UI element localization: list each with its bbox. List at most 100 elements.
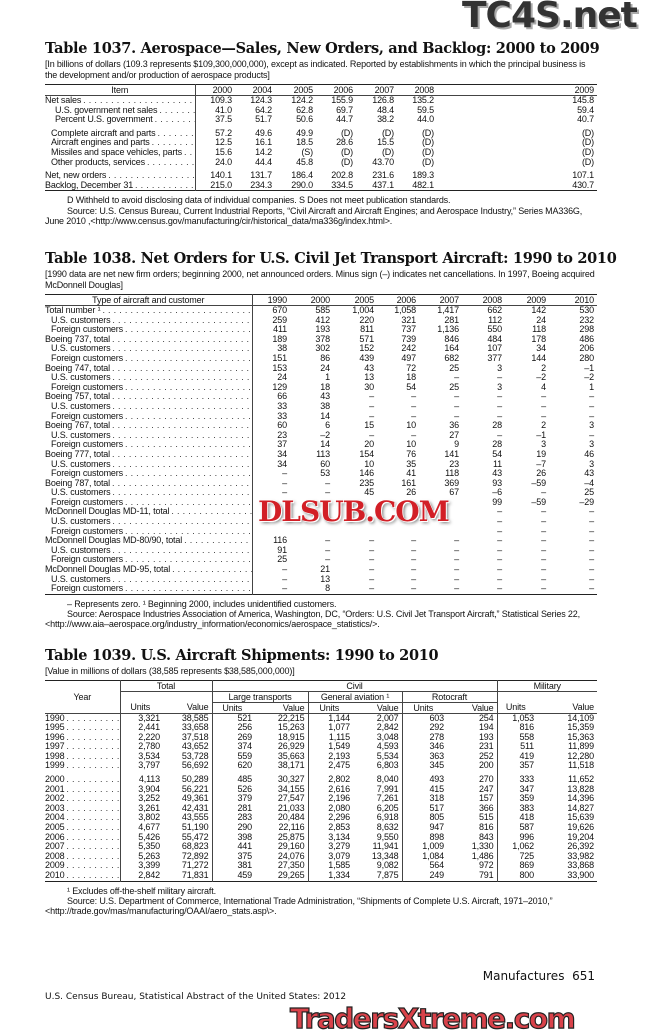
cell-value: 29,160 <box>255 842 309 852</box>
row-year: 2005 <box>45 823 121 833</box>
label-wrap: U.S. customers <box>45 517 251 527</box>
cell-value: 41.0 <box>215 105 232 115</box>
row-label-text: Foreign customers <box>51 411 123 421</box>
row-label: Foreign customers <box>45 469 253 479</box>
cell-value: 26,929 <box>255 742 309 752</box>
label-wrap: Boeing 747, total <box>45 364 251 374</box>
row-label: Boeing 757, total <box>45 392 253 402</box>
row-label: U.S. customers <box>45 344 253 354</box>
cell-value: (D) <box>581 128 594 138</box>
cell-value: – <box>541 526 546 536</box>
label-wrap: Net sales <box>45 96 194 106</box>
cell-value: 43,652 <box>163 742 213 752</box>
row-label-text: McDonnell Douglas MD-95, total <box>45 565 171 575</box>
cell-value: – <box>454 373 459 383</box>
row-year-text: 1997 <box>45 742 65 752</box>
cell-value: – <box>411 545 416 555</box>
cell-value: 34,155 <box>255 784 309 795</box>
row-label: Backlog, December 31 <box>45 180 196 191</box>
dot-leader <box>125 555 251 565</box>
cell-value: 2,296 <box>328 813 351 823</box>
watermark-middle-logo: DLSUB.COM <box>258 495 450 528</box>
cell-value: 526 <box>237 784 253 794</box>
row-label-text: Boeing 757, total <box>45 392 111 402</box>
cell-value: 270 <box>447 775 498 785</box>
header-blank <box>120 691 213 702</box>
cell-value: – <box>325 545 330 555</box>
cell-value: 10 <box>406 440 416 450</box>
cell-value: 14,109 <box>567 713 595 723</box>
cell-value: 38,585 <box>163 713 213 724</box>
row-label: McDonnell Douglas MD-95, total <box>45 565 253 575</box>
cell-value: 247 <box>447 784 498 795</box>
row-label: U.S. customers <box>45 315 253 326</box>
dot-leader <box>66 842 119 852</box>
cell-value: 439 <box>359 353 374 363</box>
table-1037-footnote: D Withheld to avoid disclosing data of i… <box>67 195 451 206</box>
cell-value: 3,252 <box>138 794 160 804</box>
dot-leader <box>112 460 251 470</box>
dot-leader <box>66 714 119 724</box>
table-1037-source: Source: U.S. Census Bureau, Current Indu… <box>45 205 583 226</box>
cell-value: 662 <box>487 305 502 315</box>
cell-value: – <box>411 430 416 440</box>
cell-value: 587 <box>519 823 535 833</box>
cell-value: 142 <box>531 305 546 315</box>
cell-value: – <box>589 536 594 546</box>
cell-value: 33 <box>277 401 287 411</box>
cell-value: 375 <box>237 851 253 861</box>
table-row: Backlog, December 31 215.0 234.3 290.0 334.5… <box>45 180 597 191</box>
cell-value: 269 <box>237 732 253 742</box>
cell-value: 157 <box>447 794 498 804</box>
cell-value: – <box>369 584 374 594</box>
header-units: Units <box>130 702 151 713</box>
cell-value: 459 <box>237 871 253 880</box>
row-year-text: 2009 <box>45 861 65 871</box>
header-value: Value <box>255 702 309 713</box>
row-label-text: Backlog, December 31 <box>45 180 134 190</box>
table-row: Foreign customers 411 193 811 737 1,136 550 118… <box>45 325 597 335</box>
cell-value: 493 <box>429 775 445 785</box>
dot-leader <box>66 804 119 814</box>
row-year-text: 2004 <box>45 813 65 823</box>
cell-value: 1,058 <box>394 305 416 315</box>
cell-value: – <box>369 392 374 402</box>
dot-leader <box>125 440 251 450</box>
row-label-text: Foreign customers <box>51 353 123 363</box>
cell-value: 11,652 <box>568 775 595 785</box>
cell-value: 54 <box>406 382 416 392</box>
cell-value: – <box>497 545 502 555</box>
row-label: U.S. customers <box>45 488 253 498</box>
cell-value: 4 <box>541 382 546 392</box>
row-label: U.S. customers <box>45 373 253 383</box>
label-wrap: McDonnell Douglas MD-95, total <box>45 565 251 575</box>
row-label: Foreign customers <box>45 497 253 508</box>
cell-value: 3,079 <box>328 851 351 861</box>
cell-value: 2,842 <box>353 723 403 733</box>
cell-value: 53 <box>320 469 330 479</box>
cell-value: 13,828 <box>567 784 595 794</box>
cell-value: 437.1 <box>372 180 394 190</box>
cell-value: 25,875 <box>255 832 309 843</box>
header-rotocraft: Rotocraft <box>402 691 498 703</box>
cell-value: 8,632 <box>353 823 403 833</box>
row-year: 2003 <box>45 803 121 814</box>
cell-value: 46 <box>584 449 594 459</box>
cell-value: 189.3 <box>412 171 434 181</box>
cell-value: 1,330 <box>447 842 498 852</box>
row-year-text: 2005 <box>45 823 65 833</box>
spacer-row <box>45 124 597 129</box>
cell-value: 146 <box>359 469 374 479</box>
cell-value: 144 <box>531 353 546 363</box>
cell-value: 302 <box>315 344 330 354</box>
row-year-text: 1996 <box>45 732 65 742</box>
dot-leader <box>125 527 251 537</box>
cell-value: 215.0 <box>210 180 232 190</box>
cell-value: 346 <box>429 742 445 752</box>
cell-value: 66 <box>277 392 287 402</box>
cell-value: 60 <box>320 459 330 469</box>
cell-value: – <box>541 517 546 527</box>
cell-value: 7,875 <box>353 871 403 882</box>
